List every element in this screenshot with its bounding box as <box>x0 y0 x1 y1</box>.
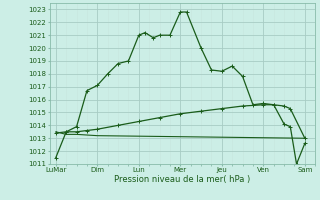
X-axis label: Pression niveau de la mer( hPa ): Pression niveau de la mer( hPa ) <box>114 175 251 184</box>
